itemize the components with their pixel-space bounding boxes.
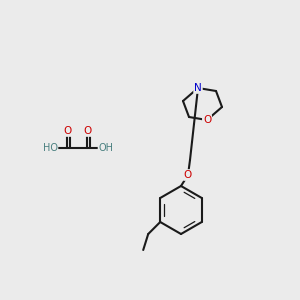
Text: HO: HO xyxy=(43,143,58,153)
Text: N: N xyxy=(194,83,202,93)
Text: O: O xyxy=(64,126,72,136)
Text: O: O xyxy=(184,170,192,180)
Text: OH: OH xyxy=(98,143,113,153)
Text: O: O xyxy=(84,126,92,136)
Text: O: O xyxy=(203,115,211,125)
